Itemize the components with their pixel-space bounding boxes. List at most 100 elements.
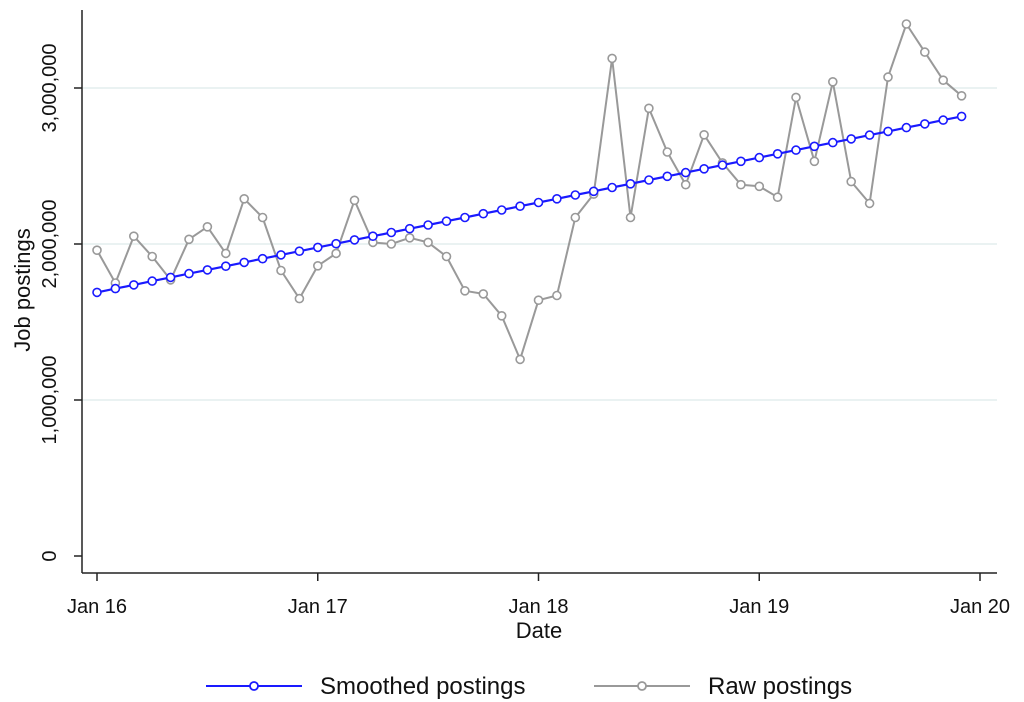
point-smoothed-25 bbox=[552, 194, 562, 204]
point-raw-33 bbox=[699, 130, 709, 140]
point-raw-13 bbox=[331, 248, 341, 259]
point-raw-29 bbox=[625, 212, 636, 223]
point-smoothed-17 bbox=[404, 223, 415, 234]
point-raw-17 bbox=[404, 233, 415, 243]
point-smoothed-45 bbox=[919, 119, 930, 129]
point-raw-2 bbox=[129, 231, 139, 241]
point-smoothed-19 bbox=[441, 216, 452, 226]
legend-label-raw: Raw postings bbox=[708, 673, 852, 700]
point-raw-39 bbox=[809, 156, 820, 167]
legend: Smoothed postings Raw postings bbox=[206, 673, 852, 700]
point-raw-8 bbox=[239, 194, 249, 204]
y-ticks: 0 1,000,000 2,000,000 3,000,000 bbox=[39, 44, 82, 562]
series-layer bbox=[92, 19, 967, 365]
x-tick-label-0: Jan 16 bbox=[67, 596, 127, 618]
point-raw-10 bbox=[276, 265, 286, 276]
point-raw-28 bbox=[607, 53, 617, 64]
point-smoothed-35 bbox=[736, 156, 746, 167]
point-raw-24 bbox=[533, 295, 544, 306]
point-raw-12 bbox=[312, 260, 323, 271]
point-smoothed-24 bbox=[533, 197, 544, 208]
point-smoothed-14 bbox=[349, 235, 360, 245]
point-smoothed-38 bbox=[791, 145, 801, 155]
y-tick-label-3: 3,000,000 bbox=[39, 44, 61, 133]
point-smoothed-9 bbox=[257, 253, 268, 264]
point-smoothed-42 bbox=[864, 130, 875, 140]
point-raw-7 bbox=[221, 248, 231, 259]
point-smoothed-18 bbox=[423, 220, 433, 230]
series-raw bbox=[92, 19, 967, 365]
y-axis-title: Job postings bbox=[10, 228, 35, 352]
point-raw-22 bbox=[496, 310, 507, 321]
point-smoothed-27 bbox=[588, 186, 599, 197]
point-raw-25 bbox=[552, 290, 562, 301]
point-raw-30 bbox=[644, 103, 654, 114]
point-raw-3 bbox=[147, 251, 157, 262]
x-tick-label-3: Jan 19 bbox=[729, 596, 789, 618]
legend-swatch-marker-smoothed bbox=[249, 681, 259, 691]
point-smoothed-23 bbox=[515, 201, 525, 211]
point-smoothed-22 bbox=[496, 205, 507, 215]
point-raw-42 bbox=[864, 198, 875, 209]
point-smoothed-5 bbox=[184, 268, 194, 279]
axes bbox=[81, 10, 997, 574]
point-smoothed-20 bbox=[460, 212, 470, 223]
y-tick-label-2: 2,000,000 bbox=[39, 200, 61, 289]
point-raw-19 bbox=[441, 251, 452, 262]
point-smoothed-6 bbox=[202, 265, 213, 275]
point-smoothed-10 bbox=[276, 250, 286, 260]
point-raw-5 bbox=[184, 234, 194, 245]
point-raw-18 bbox=[423, 237, 433, 248]
point-raw-16 bbox=[386, 239, 397, 249]
point-raw-40 bbox=[827, 77, 838, 87]
point-smoothed-47 bbox=[956, 111, 967, 122]
point-raw-21 bbox=[478, 289, 489, 299]
point-smoothed-0 bbox=[92, 287, 102, 298]
point-smoothed-34 bbox=[717, 160, 728, 170]
point-smoothed-2 bbox=[129, 280, 139, 290]
point-raw-36 bbox=[754, 181, 765, 192]
point-raw-38 bbox=[791, 92, 801, 103]
point-smoothed-37 bbox=[772, 149, 783, 159]
point-smoothed-15 bbox=[368, 231, 378, 241]
x-tick-label-1: Jan 17 bbox=[288, 596, 348, 618]
point-smoothed-7 bbox=[221, 261, 231, 272]
point-smoothed-36 bbox=[754, 152, 765, 163]
x-tick-label-2: Jan 18 bbox=[508, 596, 568, 618]
point-smoothed-4 bbox=[165, 272, 176, 283]
point-smoothed-12 bbox=[312, 242, 323, 253]
x-tick-label-4: Jan 20 bbox=[950, 596, 1010, 618]
point-raw-47 bbox=[956, 91, 967, 101]
point-smoothed-11 bbox=[294, 246, 305, 256]
x-axis-title: Date bbox=[516, 618, 562, 643]
point-smoothed-32 bbox=[680, 167, 691, 178]
point-raw-35 bbox=[736, 179, 746, 190]
point-raw-45 bbox=[919, 47, 930, 57]
point-raw-11 bbox=[294, 293, 305, 304]
point-raw-14 bbox=[349, 195, 360, 206]
point-smoothed-31 bbox=[662, 171, 673, 182]
point-smoothed-29 bbox=[625, 179, 636, 189]
point-raw-41 bbox=[846, 176, 857, 187]
point-raw-32 bbox=[680, 179, 691, 190]
point-smoothed-33 bbox=[699, 164, 709, 174]
point-raw-31 bbox=[662, 147, 673, 157]
point-smoothed-40 bbox=[827, 137, 838, 148]
point-smoothed-26 bbox=[570, 190, 581, 200]
point-raw-44 bbox=[901, 19, 912, 29]
point-raw-6 bbox=[202, 222, 213, 232]
point-smoothed-3 bbox=[147, 276, 157, 286]
point-smoothed-46 bbox=[938, 115, 949, 125]
point-smoothed-30 bbox=[644, 175, 654, 185]
point-smoothed-13 bbox=[331, 238, 341, 249]
point-smoothed-28 bbox=[607, 182, 617, 193]
gridlines bbox=[82, 87, 997, 401]
point-smoothed-41 bbox=[846, 134, 857, 144]
legend-label-smoothed: Smoothed postings bbox=[320, 673, 525, 700]
point-smoothed-21 bbox=[478, 208, 489, 219]
y-tick-label-1: 1,000,000 bbox=[39, 356, 61, 445]
point-smoothed-43 bbox=[883, 126, 893, 137]
point-raw-9 bbox=[257, 212, 268, 223]
point-smoothed-44 bbox=[901, 122, 912, 133]
